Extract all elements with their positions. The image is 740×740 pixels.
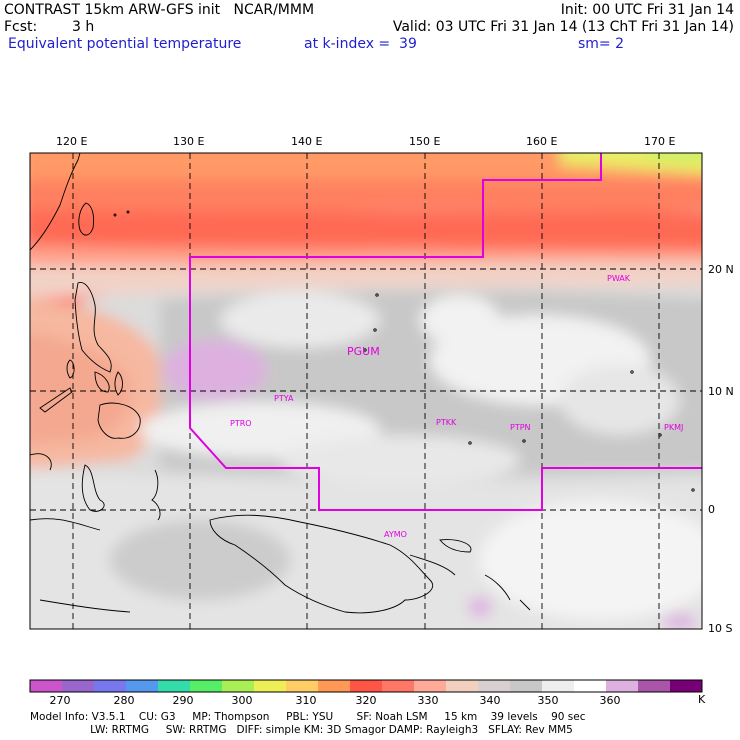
lon-label-160e: 160 E [526, 135, 558, 148]
colorbar-swatch [254, 680, 287, 692]
colorbar-tick-300: 300 [231, 694, 253, 707]
smoothing-value: sm= 2 [578, 36, 625, 52]
colorbar [29, 679, 703, 693]
forecast-label: Fcst: [4, 19, 38, 35]
lon-label-130e: 130 E [173, 135, 205, 148]
lat-label-0: 0 [708, 503, 715, 516]
colorbar-swatch [606, 680, 639, 692]
colorbar-tick-270: 270 [49, 694, 71, 707]
lon-label-170e: 170 E [644, 135, 676, 148]
colorbar-swatch [286, 680, 319, 692]
colorbar-swatch [510, 680, 543, 692]
field-name: Equivalent potential temperature [8, 36, 242, 52]
colorbar-swatch [414, 680, 447, 692]
colorbar-swatch [62, 680, 95, 692]
lon-label-140e: 140 E [291, 135, 323, 148]
forecast-hour: 3 h [72, 19, 95, 35]
station-label-pkmj: PKMJ [664, 423, 683, 432]
model-info-line1: Model Info: V3.5.1 CU: G3 MP: Thompson P… [30, 711, 586, 723]
theta-e-shading [30, 153, 702, 629]
colorbar-swatch [126, 680, 159, 692]
colorbar-swatch [542, 680, 575, 692]
colorbar-tick-320: 320 [355, 694, 377, 707]
colorbar-swatch [478, 680, 511, 692]
product-title: CONTRAST 15km ARW-GFS init NCAR/MMM [4, 2, 315, 18]
lon-label-120e: 120 E [56, 135, 88, 148]
level-index: at k-index = 39 [304, 36, 417, 52]
model-info-line2: LW: RRTMG SW: RRTMG DIFF: simple KM: 3D … [30, 724, 573, 736]
colorbar-tick-310: 310 [295, 694, 317, 707]
colorbar-swatch [574, 680, 607, 692]
lat-label-10n: 10 N [708, 385, 734, 398]
colorbar-swatch [670, 680, 703, 692]
colorbar-tick-340: 340 [479, 694, 501, 707]
station-label-ptro: PTRO [230, 419, 252, 428]
station-label-ptya: PTYA [274, 394, 294, 403]
station-label-pgum: PGUM [347, 345, 380, 358]
colorbar-swatch [190, 680, 223, 692]
colorbar-tick-350: 350 [537, 694, 559, 707]
map-frame [29, 152, 703, 630]
colorbar-tick-360: 360 [599, 694, 621, 707]
station-label-ptpn: PTPN [510, 423, 531, 432]
colorbar-swatch [318, 680, 351, 692]
colorbar-swatch [638, 680, 671, 692]
colorbar-unit: K [698, 693, 706, 706]
colorbar-swatch [446, 680, 479, 692]
colorbar-frame [29, 679, 703, 693]
lon-label-150e: 150 E [409, 135, 441, 148]
colorbar-tick-290: 290 [172, 694, 194, 707]
colorbar-swatch [30, 680, 63, 692]
colorbar-swatch [94, 680, 127, 692]
lat-label-10s: 10 S [708, 622, 733, 635]
colorbar-swatch [158, 680, 191, 692]
domain-boundary [189, 153, 702, 511]
colorbar-tick-280: 280 [113, 694, 135, 707]
init-time: Init: 00 UTC Fri 31 Jan 14 [560, 2, 734, 18]
colorbar-swatch [382, 680, 415, 692]
station-label-aymo: AYMO [384, 530, 407, 539]
station-label-pwak: PWAK [607, 274, 631, 283]
valid-time: Valid: 03 UTC Fri 31 Jan 14 (13 ChT Fri … [392, 19, 734, 35]
lat-label-20n: 20 N [708, 263, 734, 276]
colorbar-tick-330: 330 [417, 694, 439, 707]
colorbar-swatch [222, 680, 255, 692]
colorbar-swatch [350, 680, 383, 692]
station-label-ptkk: PTKK [436, 418, 457, 427]
